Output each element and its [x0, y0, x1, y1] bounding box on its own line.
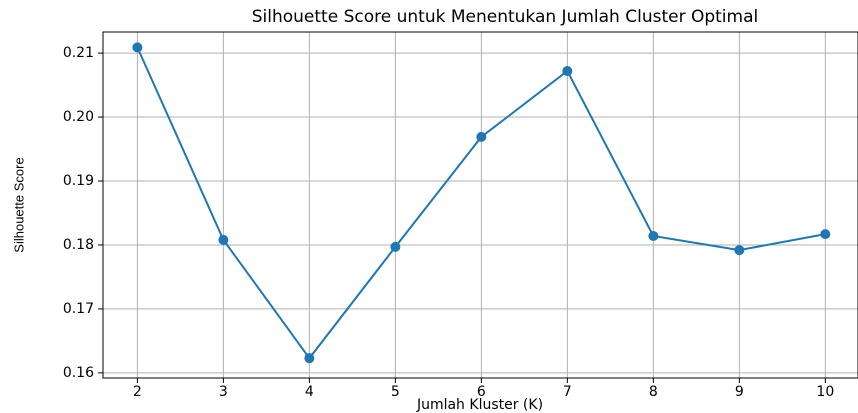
y-tick-label: 0.20 — [63, 109, 94, 125]
y-axis-label: Silhouette Score — [11, 157, 26, 252]
y-tick-label: 0.21 — [63, 45, 94, 61]
x-tick-label: 10 — [816, 384, 834, 400]
x-tick-label: 8 — [649, 384, 658, 400]
point — [390, 241, 401, 252]
y-tick-label: 0.19 — [63, 173, 94, 189]
point — [820, 229, 831, 240]
chart-title: Silhouette Score untuk Menentukan Jumlah… — [252, 7, 758, 27]
point — [648, 231, 659, 242]
point — [304, 353, 315, 364]
x-tick-label: 7 — [563, 384, 572, 400]
x-tick-label: 2 — [133, 384, 142, 400]
x-tick-label: 5 — [391, 384, 400, 400]
y-tick-label: 0.16 — [63, 365, 94, 381]
point — [734, 245, 745, 256]
x-tick-label: 9 — [735, 384, 744, 400]
point — [218, 234, 229, 245]
point — [132, 42, 143, 53]
x-tick-label: 6 — [477, 384, 486, 400]
plot-frame — [102, 31, 858, 379]
x-tick-label: 3 — [219, 384, 228, 400]
x-axis-label: Jumlah Kluster (K) — [416, 397, 543, 413]
x-tick-label: 4 — [305, 384, 314, 400]
y-tick-label: 0.18 — [63, 237, 94, 253]
y-tick-label: 0.17 — [63, 301, 94, 317]
point — [562, 66, 573, 77]
point — [476, 131, 487, 142]
